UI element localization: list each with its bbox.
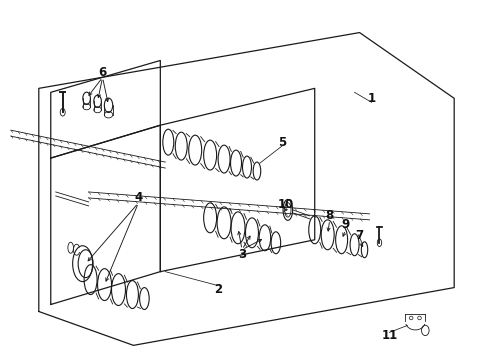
Text: 2: 2 <box>214 283 222 296</box>
Text: 7: 7 <box>355 229 363 242</box>
Text: 11: 11 <box>381 329 397 342</box>
Text: 1: 1 <box>366 92 375 105</box>
Text: 6: 6 <box>98 66 106 79</box>
Text: 4: 4 <box>134 192 142 204</box>
Text: 3: 3 <box>238 248 245 261</box>
Text: 9: 9 <box>341 218 349 231</box>
Text: 5: 5 <box>277 136 285 149</box>
Text: 10: 10 <box>277 198 293 211</box>
Text: 8: 8 <box>325 210 333 222</box>
